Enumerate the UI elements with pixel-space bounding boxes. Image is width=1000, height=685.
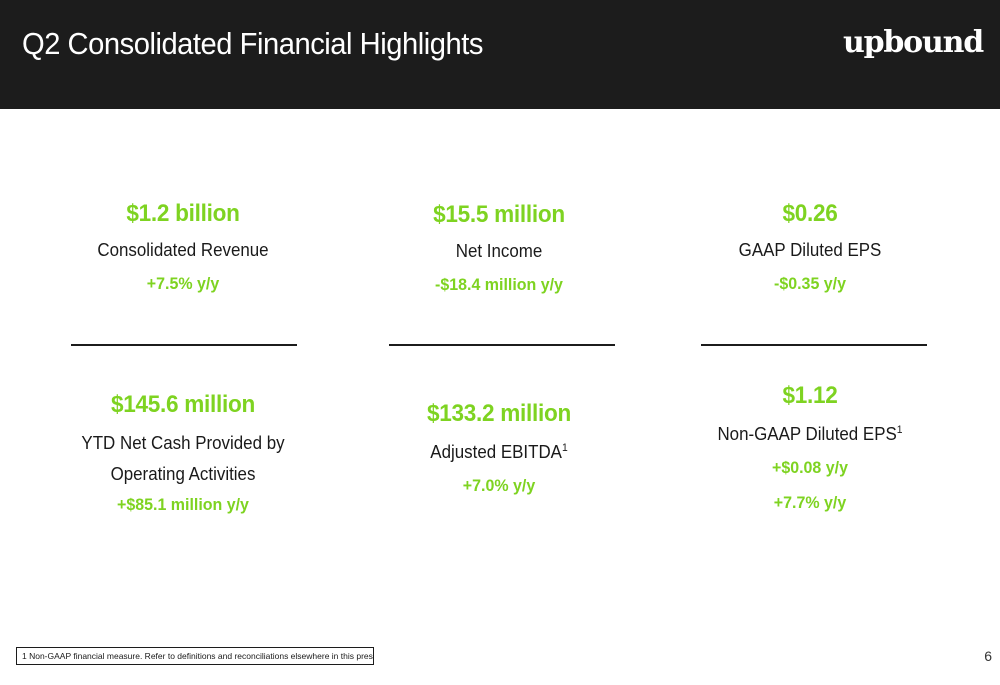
divider-left — [71, 344, 297, 346]
metric-value: $1.12 — [782, 382, 838, 409]
metric-change: -$0.35 y/y — [774, 274, 846, 293]
upbound-logo: upbound — [843, 25, 984, 60]
metric-change: +7.5% y/y — [146, 274, 220, 293]
metric-label: GAAP Diluted EPS — [738, 240, 882, 260]
metric-label: Net Income — [455, 241, 543, 261]
page-number: 6 — [984, 648, 992, 664]
footnote-marker: 1 — [561, 442, 568, 454]
metric-label-text: Non-GAAP Diluted EPS — [717, 424, 897, 444]
metric-label: Non-GAAP Diluted EPS1 — [669, 423, 951, 445]
metric-value: $133.2 million — [426, 400, 572, 427]
metric-value: $1.2 billion — [126, 200, 240, 227]
metric-label-text: Adjusted EBITDA — [430, 442, 562, 462]
highlight-gaap-eps: $0.26 GAAP Diluted EPS -$0.35 y/y — [660, 199, 960, 295]
metric-label: Adjusted EBITDA1 — [358, 441, 640, 463]
metric-value: $145.6 million — [110, 391, 256, 418]
metric-change: +7.0% y/y — [462, 476, 536, 495]
divider-right — [701, 344, 927, 346]
metric-change-percent: +7.7% y/y — [773, 493, 847, 512]
metric-change: +$0.08 y/y — [772, 458, 848, 477]
highlight-operating-cash: $145.6 million YTD Net Cash Provided by … — [33, 390, 333, 516]
metric-change: +$85.1 million y/y — [117, 495, 249, 514]
footnote-box: 1 Non-GAAP financial measure. Refer to d… — [16, 647, 374, 665]
metric-label-line1: YTD Net Cash Provided by — [81, 433, 285, 453]
divider-center — [389, 344, 615, 346]
metric-value: $15.5 million — [433, 201, 565, 228]
header-bar: Q2 Consolidated Financial Highlights upb… — [0, 0, 1000, 109]
page-title: Q2 Consolidated Financial Highlights — [22, 26, 483, 61]
highlight-net-income: $15.5 million Net Income -$18.4 million … — [349, 200, 649, 296]
footnote-marker: 1 — [896, 424, 903, 436]
highlight-revenue: $1.2 billion Consolidated Revenue +7.5% … — [33, 199, 333, 295]
metric-label-line2: Operating Activities — [110, 464, 256, 484]
metric-change: -$18.4 million y/y — [435, 275, 563, 294]
highlight-adjusted-ebitda: $133.2 million Adjusted EBITDA1 +7.0% y/… — [349, 399, 649, 497]
metric-value: $0.26 — [782, 200, 838, 227]
highlight-non-gaap-eps: $1.12 Non-GAAP Diluted EPS1 +$0.08 y/y +… — [660, 381, 960, 514]
metric-label: Consolidated Revenue — [97, 240, 269, 260]
